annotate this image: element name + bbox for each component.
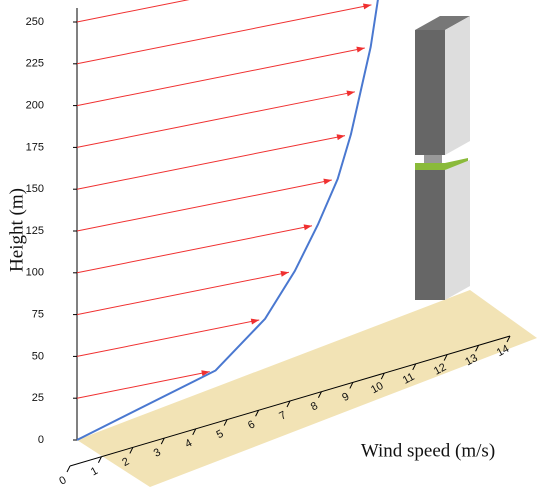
wind-arrow xyxy=(76,47,365,107)
wind-arrow xyxy=(76,0,190,23)
x-tick xyxy=(255,410,260,417)
x-tick-label: 5 xyxy=(215,428,226,441)
x-tick-label: 9 xyxy=(340,391,351,404)
x-tick xyxy=(160,437,165,445)
y-tick-label: 150 xyxy=(26,183,44,195)
x-tick xyxy=(66,465,71,473)
y-tick-label: 225 xyxy=(26,58,44,70)
x-axis-label: Wind speed (m/s) xyxy=(361,440,495,461)
x-tick xyxy=(97,456,102,463)
x-tick xyxy=(317,391,322,398)
wind-arrow xyxy=(76,319,260,357)
x-tick xyxy=(349,382,354,389)
wind-arrow xyxy=(76,135,346,190)
y-tick-label: 175 xyxy=(26,141,44,153)
x-tick-label: 0 xyxy=(57,474,68,487)
x-tick xyxy=(443,354,448,361)
arrow-head xyxy=(303,224,313,231)
ground-plane xyxy=(77,290,537,487)
x-tick xyxy=(412,363,417,371)
wind-arrow xyxy=(76,225,313,274)
y-tick-label: 250 xyxy=(26,16,44,28)
x-tick-label: 8 xyxy=(309,400,320,413)
x-tick-label: 6 xyxy=(246,418,257,431)
x-tick xyxy=(223,419,228,426)
wind-arrow xyxy=(76,179,332,232)
x-tick xyxy=(380,372,385,380)
y-tick-label: 75 xyxy=(32,309,44,321)
arrow-head xyxy=(250,318,260,325)
x-tick xyxy=(192,428,197,436)
arrow-head xyxy=(362,3,372,10)
x-tick xyxy=(475,345,480,352)
arrow-head xyxy=(356,46,365,53)
y-tick-label: 100 xyxy=(26,267,44,279)
x-tick-label: 7 xyxy=(277,409,288,422)
x-tick-label: 1 xyxy=(89,465,100,478)
x-tick-label: 10 xyxy=(369,380,385,396)
wind-arrow xyxy=(76,91,356,148)
wind-arrow xyxy=(76,4,372,65)
y-tick-label: 200 xyxy=(26,100,44,112)
x-tick xyxy=(129,447,134,454)
wind-arrow xyxy=(76,371,210,399)
x-tick-label: 4 xyxy=(183,437,194,450)
x-tick-label: 2 xyxy=(120,456,131,469)
wind-arrow xyxy=(76,271,290,316)
arrow-head xyxy=(280,270,289,277)
y-tick-label: 25 xyxy=(32,392,44,404)
x-tick-label: 3 xyxy=(152,446,163,459)
arrow-head xyxy=(201,370,210,377)
y-tick-label: 125 xyxy=(26,225,44,237)
x-tick-label: 14 xyxy=(495,343,511,359)
y-tick-label: 0 xyxy=(38,434,44,446)
wind-profile xyxy=(76,0,379,441)
x-tick-label: 11 xyxy=(401,371,417,387)
x-tick xyxy=(286,400,291,408)
arrow-head xyxy=(346,90,355,97)
building xyxy=(415,16,470,300)
y-axis-label: Height (m) xyxy=(6,188,27,272)
y-tick-label: 50 xyxy=(32,350,44,362)
x-tick xyxy=(506,335,511,343)
arrow-head xyxy=(323,178,332,185)
arrow-head xyxy=(336,134,346,141)
x-tick-label: 12 xyxy=(432,361,448,377)
x-tick-label: 13 xyxy=(463,352,479,368)
